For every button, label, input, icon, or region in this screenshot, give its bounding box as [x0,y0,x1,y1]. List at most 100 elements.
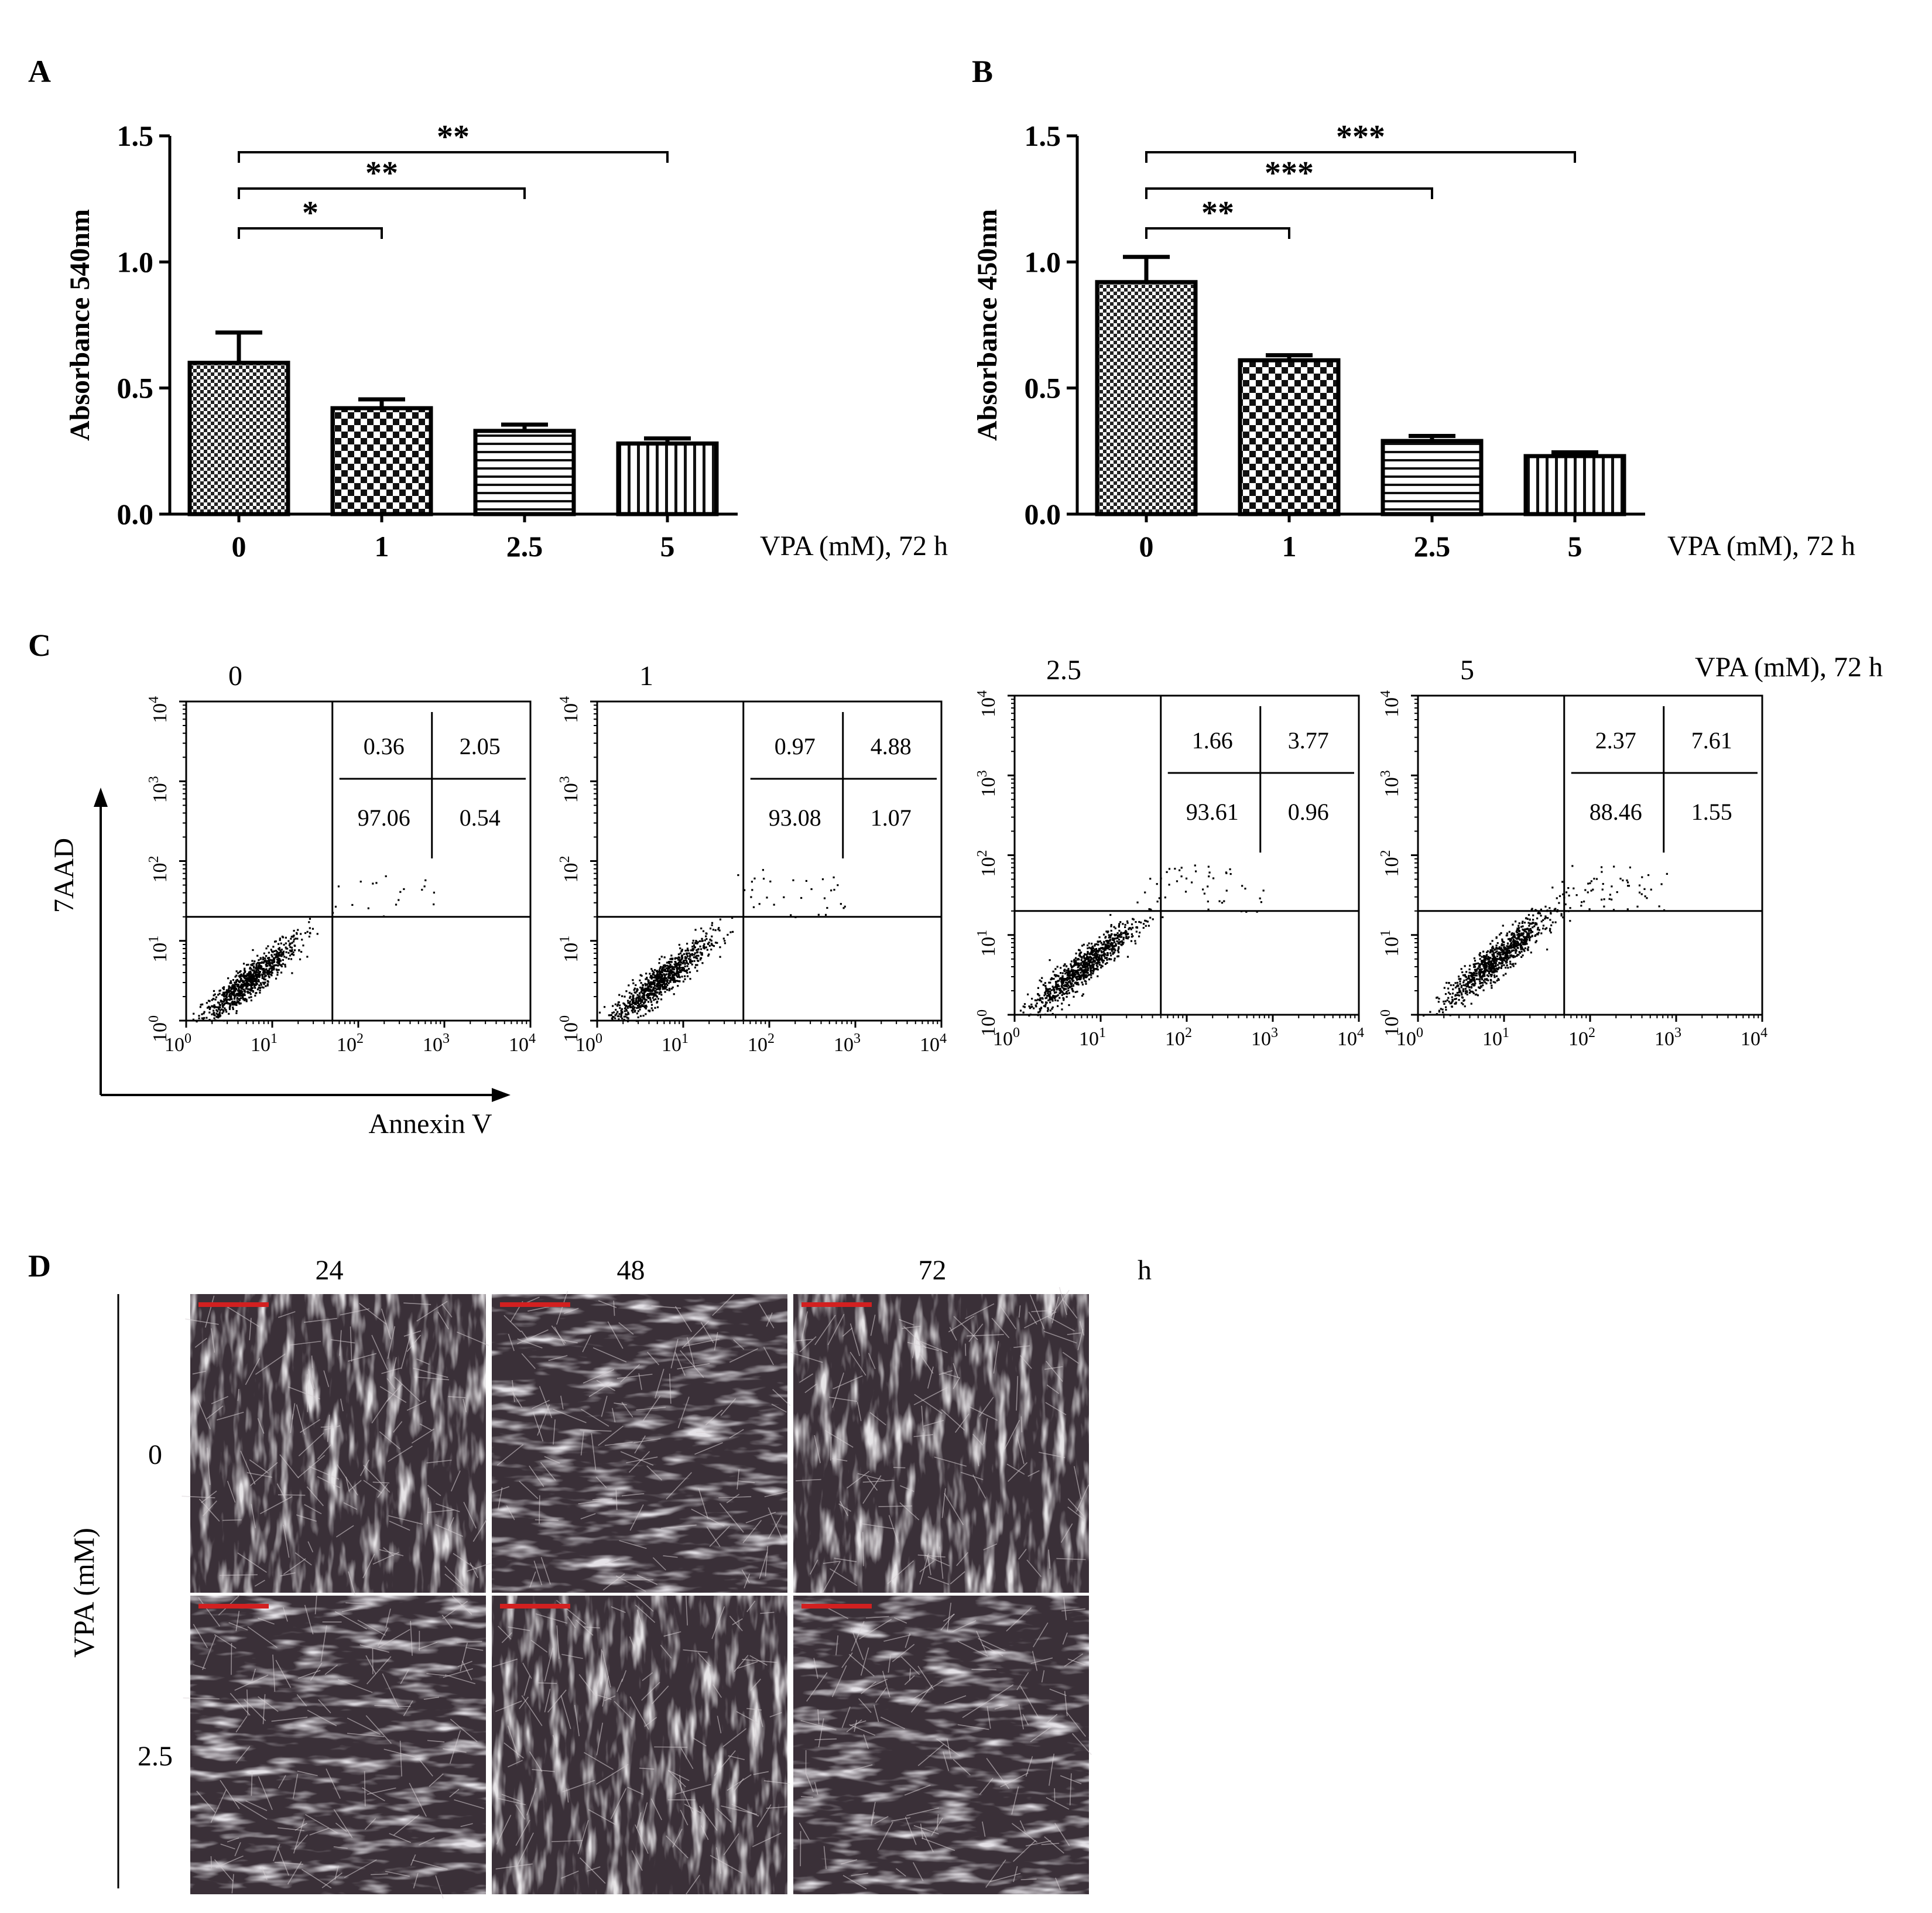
event-dot [255,970,258,972]
cell-outline [324,1425,341,1431]
event-dot [1523,930,1526,932]
event-dot [1518,951,1520,953]
cell-outline [1043,1330,1077,1344]
event-dot [667,967,670,969]
event-dot [1474,982,1477,985]
event-dot [227,989,229,991]
cell-outline [278,1827,304,1832]
cell-outline [278,1775,286,1789]
event-dot [269,963,271,966]
event-dot [216,1010,218,1012]
event-dot [1526,943,1528,945]
event-dot [1537,911,1540,914]
event-dot [250,987,253,989]
event-dot [237,980,239,983]
event-dot [1114,941,1116,943]
event-dot [258,959,260,961]
event-dot [643,1001,646,1004]
event-dot [1474,980,1476,983]
event-dot [1547,917,1549,919]
event-dot [1450,984,1452,987]
cell-outline [454,1799,485,1809]
event-dot [657,977,660,980]
cell-outline [463,1398,467,1412]
event-dot [660,956,663,958]
event-dot [1092,958,1094,960]
event-dot [711,922,714,924]
event-dot [674,981,677,983]
cell-outline [561,1870,579,1879]
cell-outline [1061,1608,1085,1611]
event-dot [1095,954,1097,957]
event-dot [1090,969,1092,971]
event-dot [1482,963,1484,966]
cell-outline [560,1395,564,1410]
event-dot [1523,922,1526,924]
event-dot [219,989,221,992]
event-dot [266,980,269,983]
cell-outline [621,1402,633,1418]
event-dot [1130,940,1133,942]
cell-outline [862,1532,864,1566]
cell-outline [414,1376,450,1381]
scale-bar [801,1302,872,1307]
event-dot [1473,984,1475,987]
event-dot [1462,984,1465,987]
event-dot [1491,953,1493,956]
event-dot [653,985,656,987]
cell-outline [692,1737,707,1747]
event-dot [1101,959,1104,961]
event-dot [1080,971,1082,974]
event-dot [272,951,274,953]
event-dot [616,1005,619,1007]
event-dot [1070,963,1072,966]
event-dot [1451,1005,1454,1008]
event-dot [421,888,423,891]
x-tick-label: 103 [1251,1025,1278,1050]
event-dot [667,974,670,977]
event-dot [199,1006,202,1008]
event-dot [648,980,650,982]
event-dot [1069,980,1071,982]
cell-outline [596,1380,615,1391]
event-dot [1503,959,1505,961]
event-dot [1481,961,1483,964]
event-dot [234,994,237,997]
cell-outline [214,1634,237,1649]
event-dot [645,989,647,991]
event-dot [1443,1000,1445,1003]
event-dot [663,980,666,983]
event-dot [1467,983,1469,986]
event-dot [650,983,653,986]
cell-outline [287,1861,302,1885]
event-dot [261,966,263,968]
event-dot [1533,925,1536,928]
significance-label: *** [1336,119,1385,155]
cell-outline [999,1304,1017,1330]
event-dot [670,972,672,974]
significance-bracket [238,151,669,163]
event-dot [762,869,765,871]
cell-outline [222,1519,242,1521]
event-dot [1454,994,1457,997]
event-dot [1525,917,1527,919]
event-dot [1511,937,1513,939]
event-dot [1590,880,1592,882]
event-dot [1482,964,1485,967]
event-dot [267,957,269,959]
event-dot [714,929,717,932]
quadrant-upper-right: 4.88 [871,733,912,759]
cell-outline [840,1501,849,1517]
event-dot [1065,981,1067,984]
event-dot [246,988,249,990]
event-dot [674,974,677,976]
event-dot [1493,956,1496,958]
event-dot [1088,953,1091,956]
event-dot [645,1004,647,1007]
event-dot [670,987,673,990]
event-dot [255,967,257,969]
cell-outline [877,1822,893,1851]
event-dot [1059,972,1062,974]
cell-outline [646,1351,660,1366]
cell-outline [228,1622,248,1631]
